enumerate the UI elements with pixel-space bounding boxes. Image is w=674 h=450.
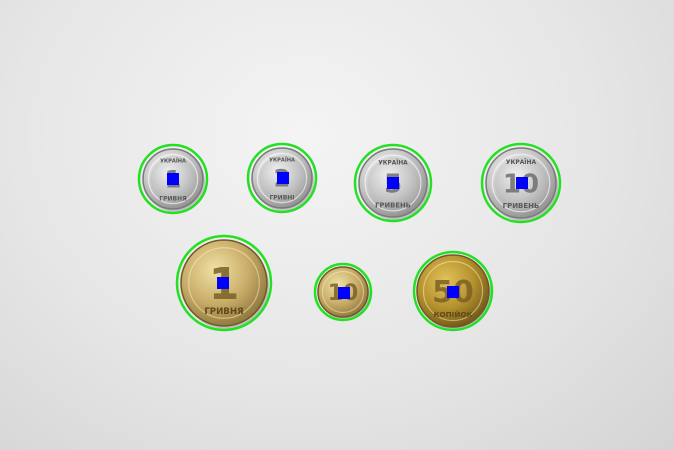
center-marker xyxy=(167,173,179,185)
center-marker xyxy=(338,287,350,299)
coin-caption: ГРИВНІ xyxy=(269,195,294,202)
coin-caption: ГРИВНЯ xyxy=(204,307,243,317)
center-marker xyxy=(217,277,229,289)
coin-2-hryvnia-silver: УКРАЇНА2ГРИВНІ xyxy=(246,142,318,214)
coin-top-text: УКРАЇНА xyxy=(506,159,537,166)
coin-top-text: УКРАЇНА xyxy=(378,159,408,166)
coin-rim xyxy=(422,260,484,322)
coin-rim xyxy=(256,152,308,204)
coin-50-kopiyok-gold: 50КОПІЙОК xyxy=(412,250,494,332)
coin-caption: ГРИВЕНЬ xyxy=(503,202,540,210)
coin-rim xyxy=(147,153,199,205)
detection-ring xyxy=(246,142,318,214)
center-marker xyxy=(447,286,459,298)
coin-1-hryvnia-silver: УКРАЇНА1ГРИВНЯ xyxy=(137,143,209,215)
coin-caption: ГРИВНЯ xyxy=(159,196,187,203)
coin-rim xyxy=(321,270,365,314)
coin-1-hryvnia-gold: 1ГРИВНЯ xyxy=(175,234,273,332)
coin-caption: КОПІЙОК xyxy=(434,310,473,319)
coin-rim xyxy=(364,154,422,212)
coin-top-text: УКРАЇНА xyxy=(269,157,295,164)
coin-caption: ГРИВЕНЬ xyxy=(375,201,411,209)
center-marker xyxy=(516,177,528,189)
detection-ring xyxy=(353,143,433,223)
detection-ring xyxy=(480,142,562,224)
coin-10-kopiyok-gold: 10 xyxy=(313,262,373,322)
detection-ring xyxy=(137,143,209,215)
coin-rim xyxy=(491,153,551,213)
detection-ring xyxy=(412,250,494,332)
detection-ring xyxy=(175,234,273,332)
center-marker xyxy=(277,172,289,184)
center-marker xyxy=(387,177,399,189)
coin-rim xyxy=(188,247,260,319)
coin-5-hryvnia-silver: УКРАЇНА5ГРИВЕНЬ xyxy=(353,143,433,223)
coin-10-hryvnia-silver: УКРАЇНА10ГРИВЕНЬ xyxy=(480,142,562,224)
detection-ring xyxy=(313,262,373,322)
coin-top-text: УКРАЇНА xyxy=(160,158,186,165)
